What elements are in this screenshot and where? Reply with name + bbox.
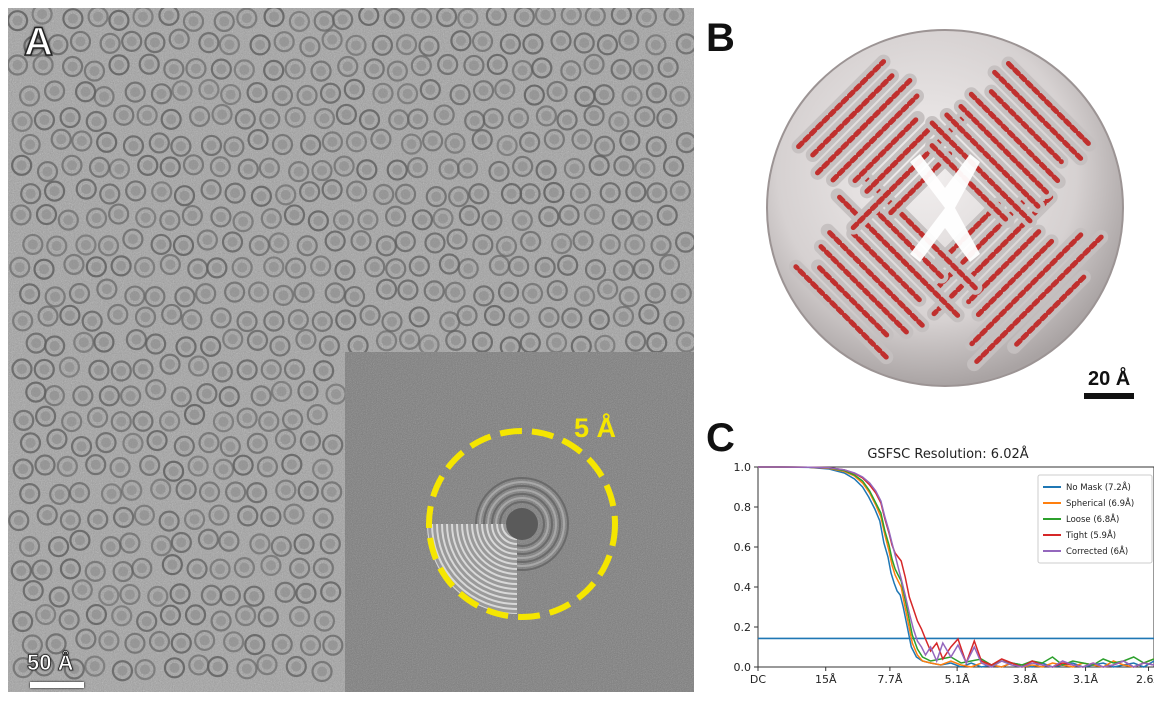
legend-entry: Spherical (6.9Å) xyxy=(1066,497,1134,509)
x-tick-label: DC xyxy=(750,673,766,686)
y-tick-label: 0.2 xyxy=(734,621,752,634)
micrograph-image xyxy=(8,8,694,692)
y-tick-label: 1.0 xyxy=(734,461,752,474)
density-map-render xyxy=(766,29,1124,387)
legend-entry: Corrected (6Å) xyxy=(1066,545,1128,557)
chart-title: GSFSC Resolution: 6.02Å xyxy=(867,446,1028,462)
x-tick-label: 7.7Å xyxy=(877,673,902,686)
x-tick-label: 3.8Å xyxy=(1013,673,1038,686)
legend-entry: Loose (6.8Å) xyxy=(1066,513,1119,525)
fsc-chart-svg: GSFSC Resolution: 6.02Å 0.0 0.2 0.4 0.6 0.8 1… xyxy=(734,446,1154,686)
x-tick-label: 15Å xyxy=(815,673,837,686)
legend-entry: Tight (5.9Å) xyxy=(1065,529,1116,541)
x-tick-label: 3.1Å xyxy=(1073,673,1098,686)
fsc-series-line xyxy=(758,466,1154,668)
panel-letter-a: A xyxy=(23,20,53,64)
x-tick-label: 2.6Å xyxy=(1136,673,1154,686)
micrograph-panel xyxy=(8,8,694,692)
scale-bar-label-b: 20 Å xyxy=(1088,368,1131,390)
legend-entry: No Mask (7.2Å) xyxy=(1066,481,1131,493)
panel-letter-c: C xyxy=(706,416,735,460)
y-tick-label: 0.8 xyxy=(734,501,752,514)
resolution-ring-label: 5 Å xyxy=(574,413,617,443)
panel-letter-b: B xyxy=(706,16,735,60)
scale-bar-label-a: 50 Å xyxy=(27,650,74,676)
density-map-panel xyxy=(760,12,1152,412)
scale-bar-b xyxy=(1084,393,1134,399)
four-fold-channel xyxy=(910,154,980,262)
x-tick-label: 5.1Å xyxy=(945,673,970,686)
fsc-chart: GSFSC Resolution: 6.02Å 0.0 0.2 0.4 0.6 0.8 1… xyxy=(712,440,1154,696)
power-spectrum-image xyxy=(345,352,694,692)
scale-bar-a xyxy=(30,682,84,688)
y-tick-label: 0.6 xyxy=(734,541,752,554)
chart-legend: No Mask (7.2Å) Spherical (6.9Å) Loose (6.8… xyxy=(1037,474,1153,564)
fsc-series-line xyxy=(758,466,1154,668)
y-tick-label: 0.4 xyxy=(734,581,752,594)
resolution-ring xyxy=(426,428,618,620)
y-tick-label: 0.0 xyxy=(734,661,752,674)
power-spectrum-inset xyxy=(345,352,694,692)
